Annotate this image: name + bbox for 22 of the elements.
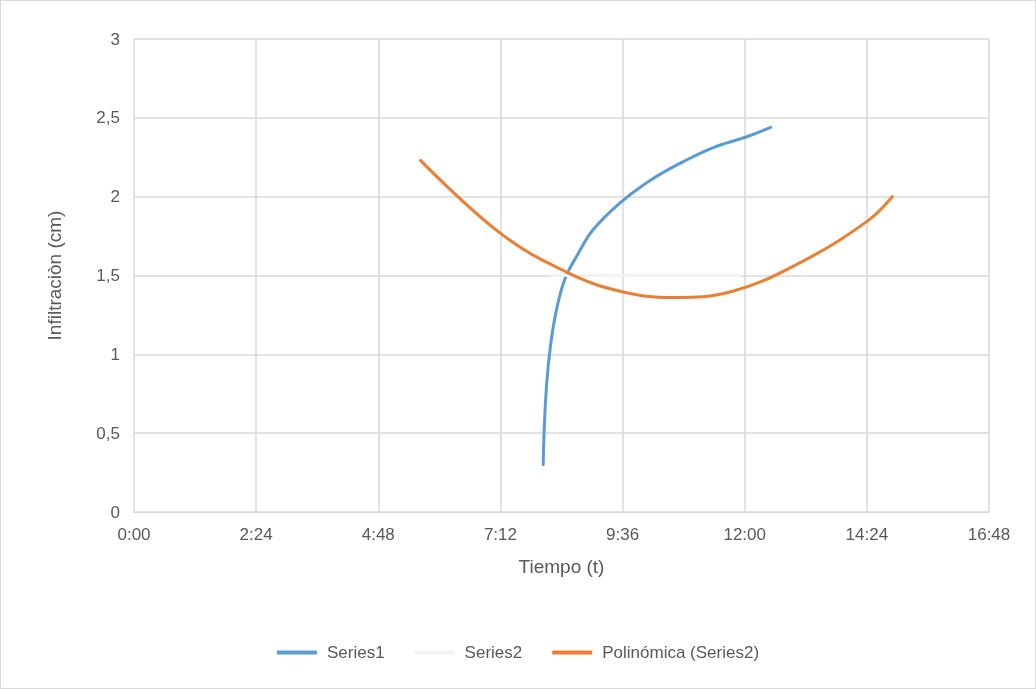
x-tick-label: 12:00 [723,525,766,544]
x-tick-label: 7:12 [483,525,517,544]
x-tick-label: 9:36 [606,525,640,544]
line-series [541,125,773,467]
y-tick-label: 1,5 [96,266,120,285]
y-tick-label: 0 [110,502,120,522]
x-axis-title: Tiempo (t) [518,556,605,577]
x-tick-label: 14:24 [845,525,889,544]
legend-label: Series2 [464,643,523,662]
y-tick-label: 1 [110,344,120,364]
x-tick-label: 4:48 [361,525,395,544]
y-tick-label: 3 [110,29,120,49]
y-axis-title: Infiltraciòn (cm) [44,210,65,341]
x-tick-label: 2:24 [239,525,273,544]
legend-label: Series1 [326,643,385,662]
legend-label: Polinómica (Series2) [602,643,760,662]
x-tick-label: 0:00 [117,525,151,544]
x-tick-label: 16:48 [967,525,1011,544]
y-tick-label: 2,5 [96,108,120,128]
y-tick-label: 2 [110,187,120,207]
line-series [419,158,894,300]
y-tick-label: 0,5 [96,423,120,443]
